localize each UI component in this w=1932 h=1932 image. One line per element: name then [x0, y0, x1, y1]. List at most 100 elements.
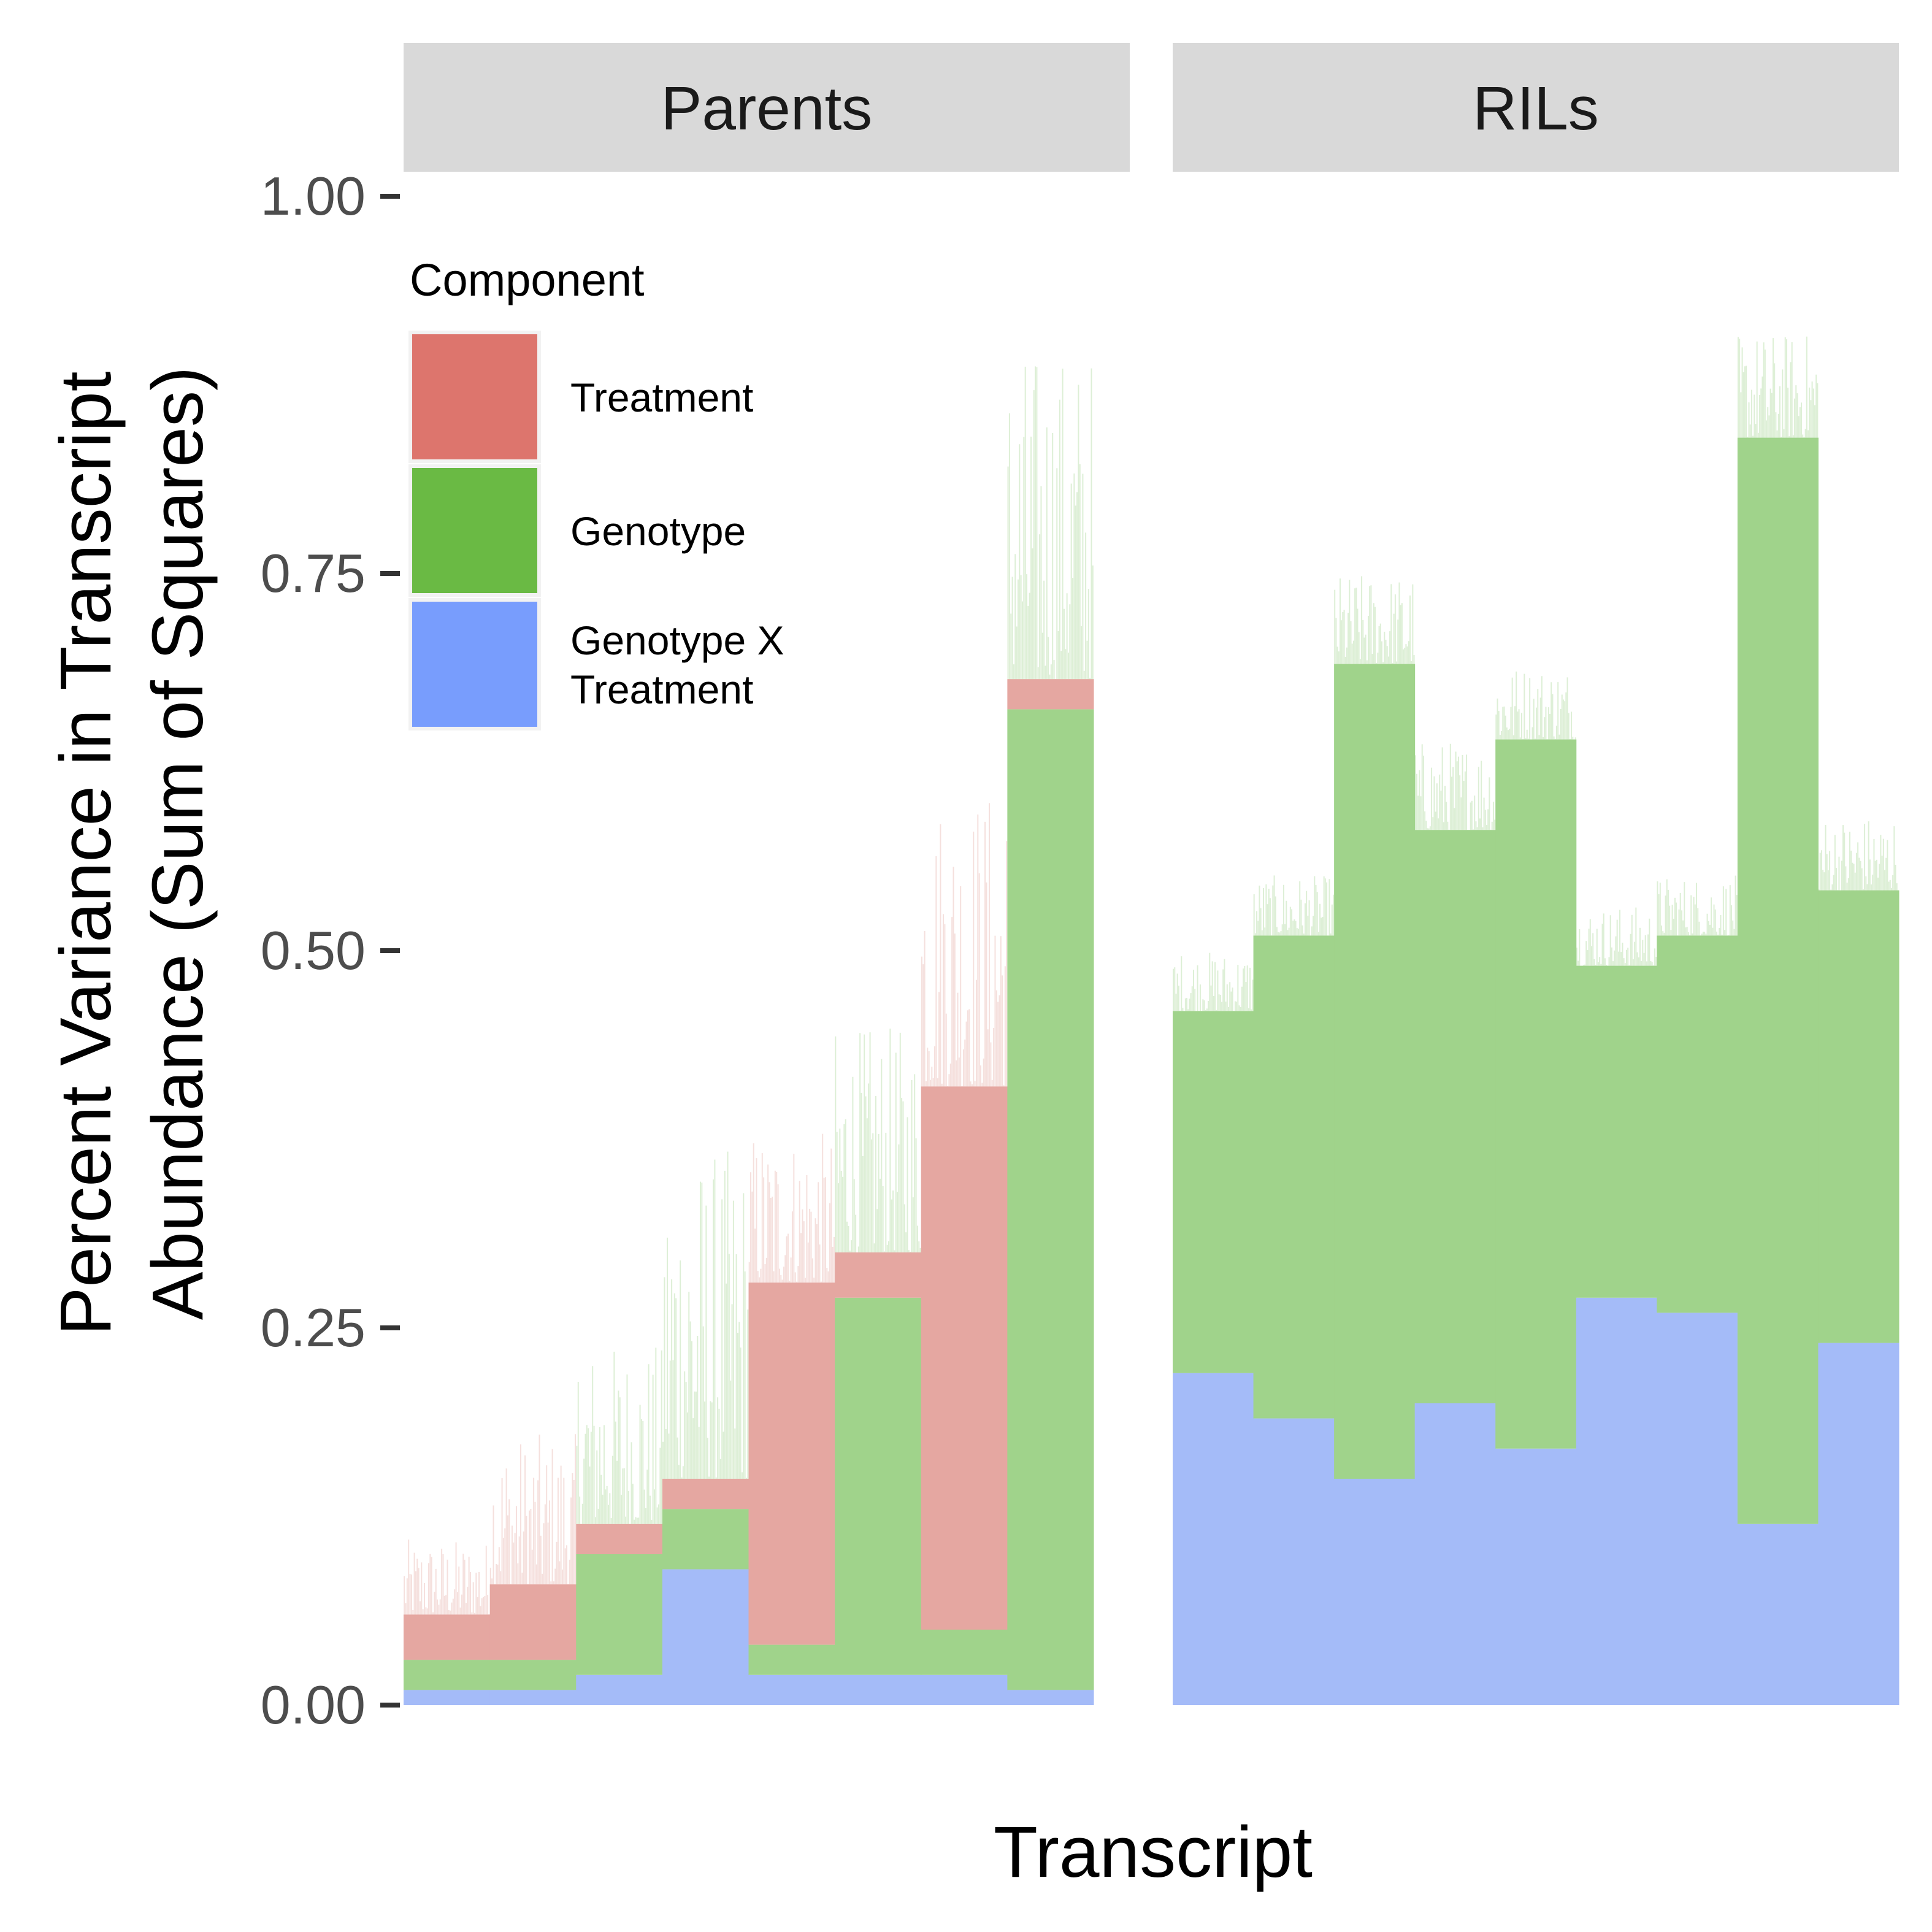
- y-axis-title: Percent Variance in Transcript Abundance…: [45, 351, 218, 1336]
- bar-tail-lines: [1576, 907, 1657, 966]
- bar-treatment: [489, 1584, 577, 1660]
- bar-treatment: [662, 1479, 749, 1509]
- y-tick: 1.00: [261, 166, 400, 226]
- bar-genotype: [1414, 830, 1496, 1403]
- y-axis-title-line-2: Abundance (Sum of Squares): [137, 367, 218, 1321]
- bar-tail-lines: [1253, 875, 1335, 936]
- facet-panel-rils: [1173, 336, 1899, 1705]
- bar-tail-lines: [1334, 576, 1415, 664]
- bar-genotype: [489, 1660, 577, 1690]
- y-tick-label: 0.00: [261, 1674, 366, 1735]
- bar-group: [1737, 336, 1819, 1705]
- bar-genotype-x-treatment: [404, 1690, 491, 1705]
- legend-label-line: Genotype: [570, 508, 746, 554]
- legend-entry: Genotype X Treatment: [408, 598, 784, 730]
- bar-tail-lines: [1173, 953, 1254, 1011]
- y-tick-label: 0.50: [261, 920, 366, 981]
- bar-genotype-x-treatment: [748, 1674, 835, 1705]
- bar-group: [404, 1539, 491, 1705]
- bar-group: [1576, 907, 1657, 1705]
- y-tick-label: 0.25: [261, 1297, 366, 1358]
- legend-key: [412, 468, 537, 593]
- bar-group: [1253, 875, 1335, 1705]
- y-tick: 0.00: [261, 1674, 400, 1735]
- bar-genotype: [662, 1509, 749, 1570]
- facet-strip-bg: [1173, 43, 1899, 172]
- legend-key: [412, 602, 537, 727]
- bar-genotype: [835, 1297, 922, 1675]
- bar-genotype: [1253, 935, 1335, 1419]
- facet-strip-label: RILs: [1473, 74, 1599, 143]
- bar-tail-lines: [1818, 821, 1899, 891]
- bar-tail-lines: [1495, 671, 1576, 740]
- bar-genotype-x-treatment: [1495, 1448, 1577, 1705]
- bar-group: [1818, 821, 1899, 1705]
- bar-genotype-x-treatment: [1253, 1418, 1335, 1705]
- legend-label: Treatment: [570, 375, 753, 420]
- bar-genotype-x-treatment: [921, 1674, 1008, 1705]
- bar-group: [1495, 671, 1577, 1705]
- bar-group: [1334, 576, 1416, 1705]
- bar-treatment: [835, 1252, 922, 1298]
- bar-tail-lines: [489, 1434, 577, 1585]
- bar-group: [1007, 366, 1094, 1705]
- bar-genotype-x-treatment: [1007, 1690, 1094, 1705]
- facet-strips: Parents RILs: [404, 43, 1899, 172]
- bar-tail-lines: [576, 1347, 662, 1524]
- bar-genotype: [1737, 437, 1819, 1524]
- facet-panel-parents: [404, 366, 1094, 1705]
- bar-tail-lines: [1737, 336, 1819, 438]
- facet-panels: [404, 336, 1899, 1705]
- legend-label: Genotype: [570, 508, 746, 554]
- y-axis: 0.00 0.25 0.50 0.75 1.00: [261, 166, 400, 1735]
- y-tick: 0.50: [261, 920, 400, 981]
- y-tick-label: 0.75: [261, 543, 366, 604]
- bar-genotype: [1007, 709, 1094, 1690]
- bar-genotype-x-treatment: [1737, 1524, 1819, 1705]
- bar-genotype: [1173, 1011, 1254, 1373]
- bar-tail-lines: [921, 803, 1008, 1087]
- bar-group: [1173, 953, 1254, 1705]
- bar-genotype: [576, 1554, 663, 1675]
- bar-group: [921, 803, 1008, 1705]
- bar-treatment: [576, 1524, 663, 1554]
- bar-genotype-x-treatment: [1334, 1479, 1416, 1705]
- facet-strip-label: Parents: [661, 74, 873, 143]
- bar-genotype-x-treatment: [1576, 1297, 1657, 1705]
- bar-tail-lines: [835, 1029, 921, 1252]
- bar-genotype: [1334, 664, 1416, 1479]
- bar-tail-lines: [748, 1133, 835, 1283]
- bar-genotype: [921, 1630, 1008, 1675]
- bar-genotype-x-treatment: [576, 1674, 663, 1705]
- bar-genotype-x-treatment: [1173, 1373, 1254, 1705]
- bar-genotype: [404, 1660, 491, 1690]
- bar-genotype-x-treatment: [662, 1569, 749, 1705]
- y-tick: 0.25: [261, 1297, 400, 1358]
- bar-treatment: [404, 1614, 491, 1660]
- facet-strip-parents: Parents: [404, 43, 1130, 172]
- bar-treatment: [921, 1086, 1008, 1630]
- bar-group: [1657, 875, 1738, 1705]
- legend-label-line: Treatment: [570, 375, 753, 420]
- bar-treatment: [748, 1282, 835, 1645]
- bar-genotype-x-treatment: [1657, 1313, 1738, 1705]
- legend-entry: Treatment: [408, 331, 753, 463]
- bar-genotype-x-treatment: [835, 1674, 922, 1705]
- bar-genotype-x-treatment: [489, 1690, 577, 1705]
- bar-group: [576, 1347, 663, 1705]
- x-axis-title: Transcript: [994, 1812, 1313, 1893]
- facet-strip-bg: [404, 43, 1130, 172]
- bar-group: [489, 1434, 577, 1705]
- bar-group: [835, 1029, 922, 1705]
- legend-label-line: Treatment: [570, 667, 753, 712]
- facet-strip-rils: RILs: [1173, 43, 1899, 172]
- bar-tail-lines: [404, 1539, 490, 1615]
- bar-group: [662, 1151, 749, 1705]
- bar-tail-lines: [662, 1151, 749, 1479]
- legend-label-line: Genotype X: [570, 618, 784, 663]
- bar-genotype: [1818, 890, 1899, 1343]
- bar-genotype: [748, 1644, 835, 1675]
- legend-entry: Genotype: [408, 464, 746, 597]
